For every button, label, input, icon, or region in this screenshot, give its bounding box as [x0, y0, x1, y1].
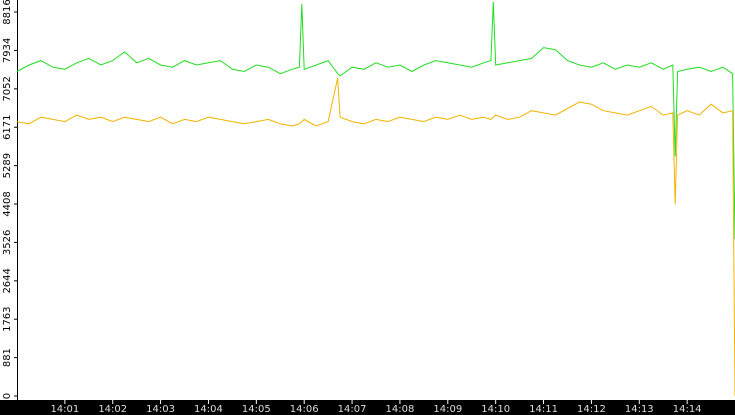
x-tick-label: 14:05: [242, 404, 271, 415]
x-tick-label: 14:13: [625, 404, 654, 415]
y-tick-label: 7934: [2, 38, 13, 63]
x-tick-label: 14:01: [50, 404, 79, 415]
x-tick-label: 14:07: [338, 404, 367, 415]
y-tick-label: 3526: [2, 230, 13, 255]
x-tick-label: 14:03: [146, 404, 175, 415]
series-line: [16, 1, 735, 240]
x-tick-label: 14:08: [386, 404, 415, 415]
x-tick-label: 14:12: [577, 404, 606, 415]
x-tick-label: 14:04: [194, 404, 223, 415]
x-tick-label: 14:14: [673, 404, 702, 415]
x-tick-label: 14:06: [290, 404, 319, 415]
x-tick-label: 14:11: [529, 404, 558, 415]
x-tick-label: 14:10: [481, 404, 510, 415]
x-tick-label: 14:09: [433, 404, 462, 415]
y-tick-label: 1763: [2, 306, 13, 331]
y-tick-label: 8816: [2, 0, 13, 25]
y-tick-label: 4408: [2, 191, 13, 216]
x-tick-label: 14:02: [98, 404, 127, 415]
series-line: [16, 77, 735, 397]
x-axis-band: [0, 400, 735, 415]
y-tick-label: 5289: [2, 153, 13, 178]
y-tick-label: 0: [2, 393, 13, 399]
y-tick-label: 881: [2, 348, 13, 367]
y-tick-label: 7052: [2, 76, 13, 101]
y-tick-label: 2644: [2, 268, 13, 293]
y-tick-label: 6171: [2, 114, 13, 139]
